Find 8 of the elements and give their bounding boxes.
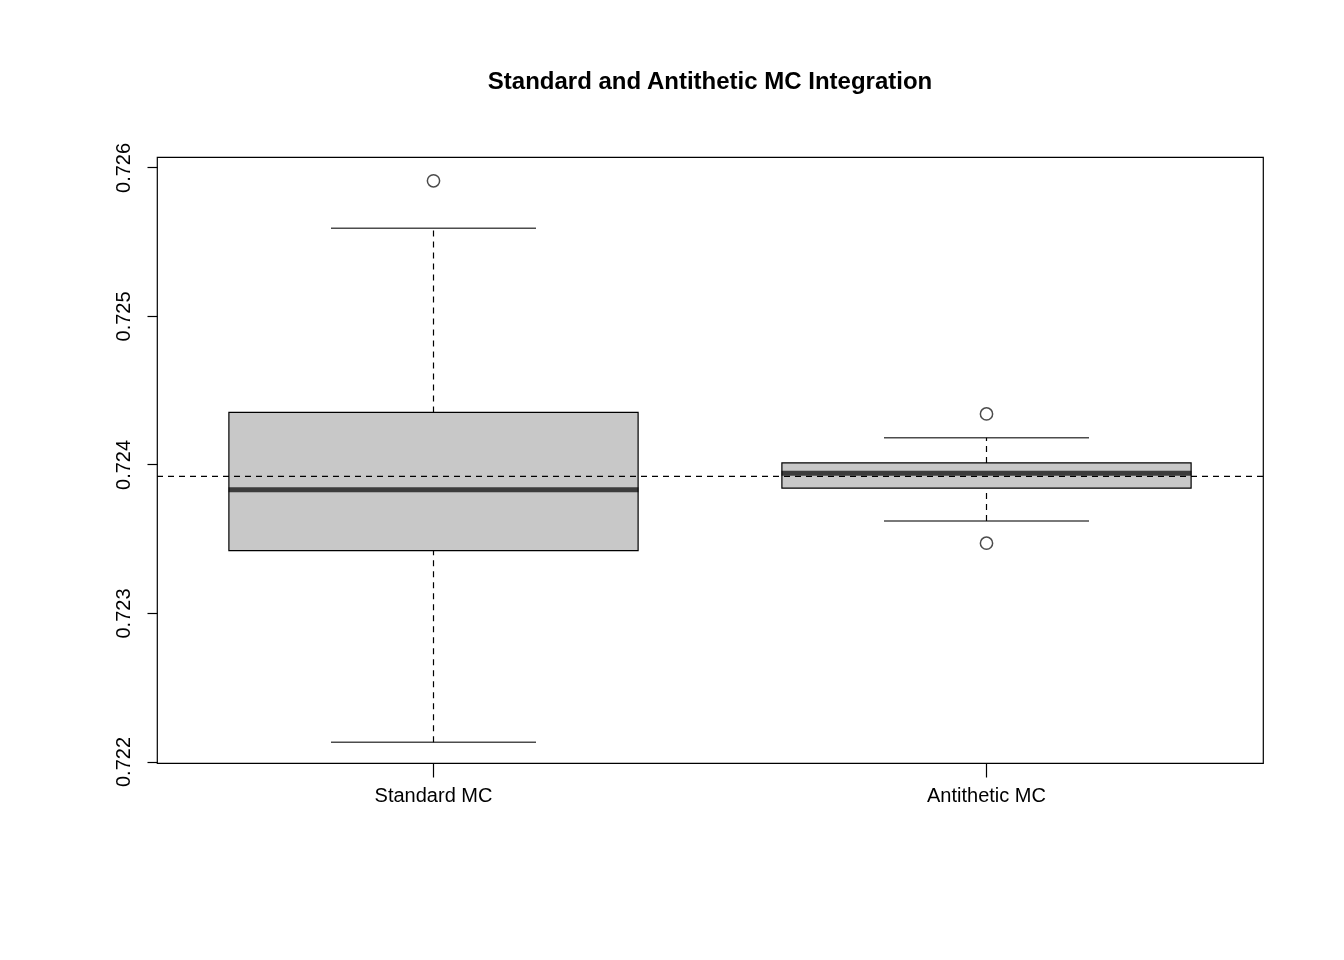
- y-tick-label: 0.725: [111, 291, 134, 342]
- x-tick-label: Standard MC: [374, 783, 493, 806]
- y-tick-label: 0.724: [111, 439, 134, 490]
- y-tick-label: 0.723: [111, 588, 134, 639]
- y-tick-label: 0.726: [111, 142, 134, 193]
- y-tick-label: 0.722: [111, 736, 134, 788]
- chart-title: Standard and Antithetic MC Integration: [487, 67, 933, 95]
- x-tick-label: Antithetic MC: [927, 783, 1046, 806]
